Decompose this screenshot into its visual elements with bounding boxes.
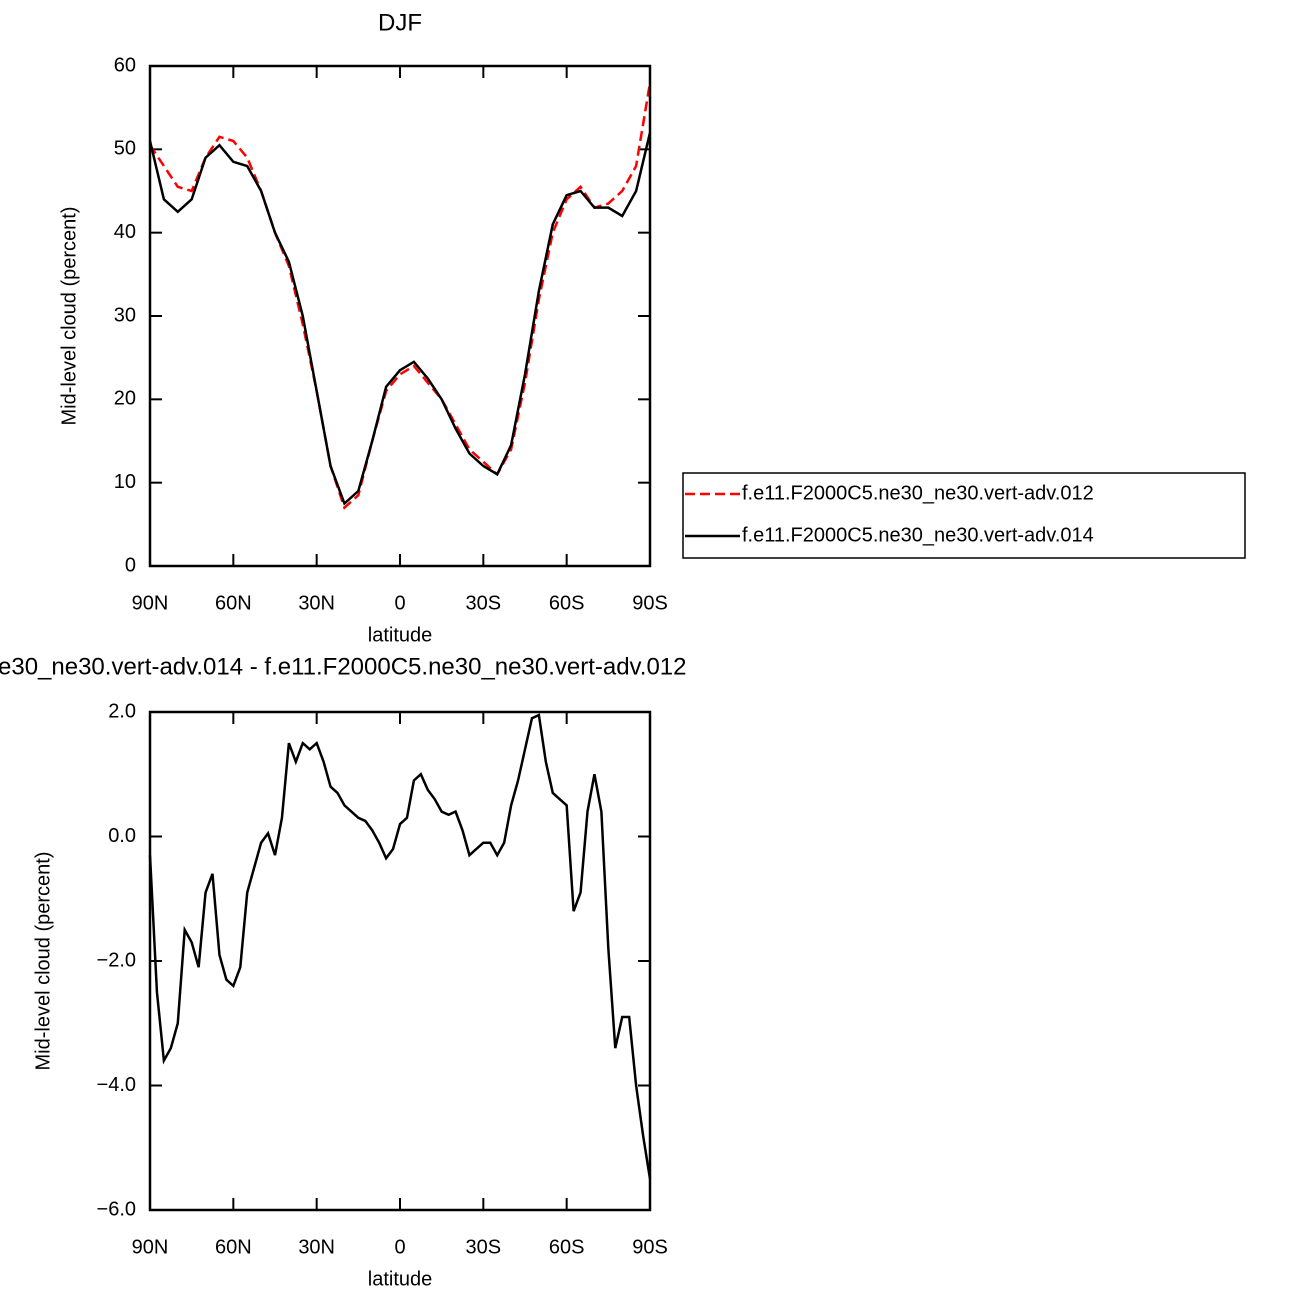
x-tick-label: 30S bbox=[466, 592, 502, 614]
y-tick-label: −6.0 bbox=[97, 1198, 136, 1220]
chart-title: DJF bbox=[378, 9, 422, 36]
y-tick-label: 50 bbox=[114, 138, 136, 160]
x-tick-label: 60N bbox=[215, 592, 252, 614]
chart-title: e30_ne30.vert-adv.014 - f.e11.F2000C5.ne… bbox=[0, 653, 687, 680]
x-tick-label: 90N bbox=[132, 1236, 169, 1258]
plot-frame bbox=[148, 710, 652, 1212]
x-tick-label: 30N bbox=[298, 592, 335, 614]
legend-label: f.e11.F2000C5.ne30_ne30.vert-adv.012 bbox=[742, 482, 1094, 504]
y-tick-label: −4.0 bbox=[97, 1074, 136, 1096]
legend-box bbox=[682, 472, 1246, 559]
x-tick-label: 90S bbox=[632, 592, 668, 614]
x-tick-label: 60N bbox=[215, 1236, 252, 1258]
x-tick-label: 0 bbox=[394, 1236, 405, 1258]
y-tick-label: 20 bbox=[114, 388, 136, 410]
x-tick-label: 90N bbox=[132, 592, 169, 614]
x-tick-label: 0 bbox=[394, 592, 405, 614]
y-tick-label: −2.0 bbox=[97, 949, 136, 971]
x-axis-label: latitude bbox=[368, 624, 433, 646]
x-tick-label: 30N bbox=[298, 1236, 335, 1258]
y-tick-label: 10 bbox=[114, 471, 136, 493]
x-tick-label: 60S bbox=[549, 1236, 585, 1258]
plot-frame bbox=[148, 64, 652, 568]
x-axis-label: latitude bbox=[368, 1268, 433, 1290]
y-axis-label: Mid-level cloud (percent) bbox=[58, 207, 80, 426]
data-line bbox=[148, 82, 652, 510]
y-tick-label: 30 bbox=[114, 304, 136, 326]
y-tick-label: 0 bbox=[125, 554, 136, 576]
x-tick-label: 30S bbox=[466, 1236, 502, 1258]
x-tick-label: 90S bbox=[632, 1236, 668, 1258]
y-tick-label: 40 bbox=[114, 221, 136, 243]
y-tick-label: 2.0 bbox=[108, 700, 136, 722]
data-line bbox=[148, 713, 652, 1180]
x-tick-label: 60S bbox=[549, 592, 585, 614]
legend-label: f.e11.F2000C5.ne30_ne30.vert-adv.014 bbox=[742, 524, 1094, 546]
data-line bbox=[148, 132, 652, 506]
y-tick-label: 0.0 bbox=[108, 825, 136, 847]
y-axis-label: Mid-level cloud (percent) bbox=[32, 852, 54, 1071]
y-tick-label: 60 bbox=[114, 54, 136, 76]
